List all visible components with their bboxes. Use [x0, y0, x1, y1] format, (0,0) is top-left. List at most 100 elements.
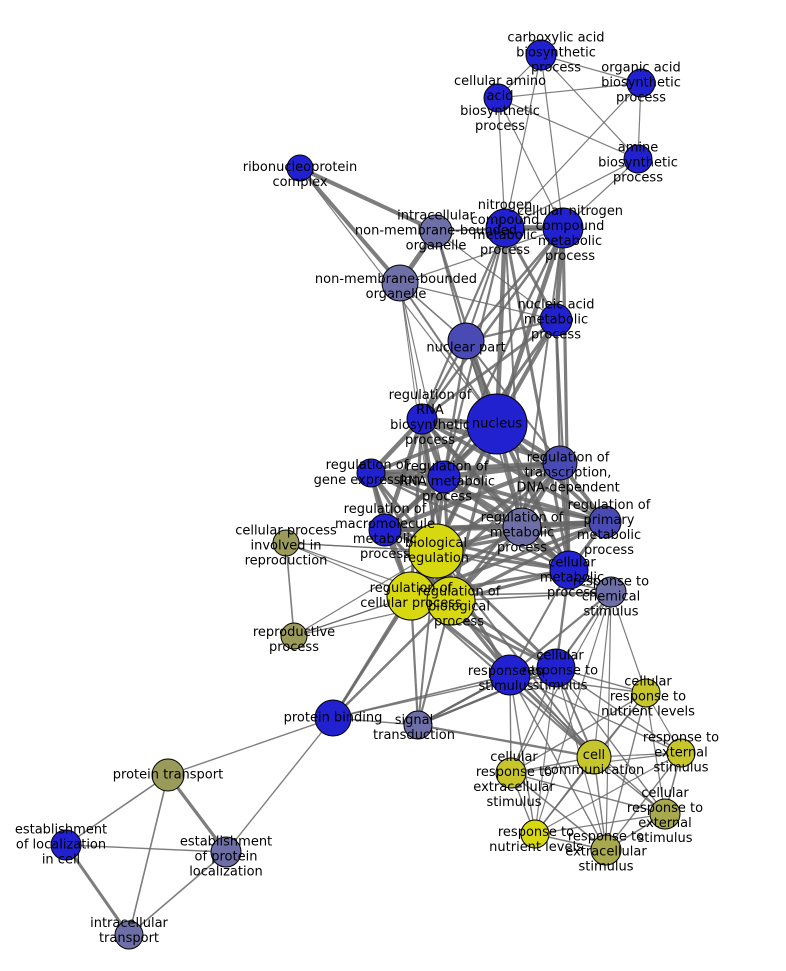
- graph-edge: [443, 475, 606, 524]
- graph-edge: [555, 667, 682, 754]
- graph-node[interactable]: [403, 710, 433, 740]
- graph-edge: [510, 772, 666, 815]
- graph-edge: [399, 282, 557, 321]
- node-layer[interactable]: [50, 39, 696, 950]
- graph-edge: [65, 774, 169, 846]
- graph-edge: [465, 227, 506, 342]
- graph-node[interactable]: [649, 798, 681, 830]
- graph-edge: [442, 340, 468, 478]
- graph-node[interactable]: [210, 836, 242, 868]
- graph-node[interactable]: [595, 576, 627, 608]
- graph-edge: [370, 471, 570, 572]
- graph-edge: [64, 844, 131, 936]
- graph-node[interactable]: [368, 513, 402, 547]
- graph-edge: [434, 549, 558, 670]
- graph-node[interactable]: [542, 445, 578, 481]
- graph-node[interactable]: [525, 39, 557, 71]
- graph-node[interactable]: [280, 622, 308, 650]
- graph-node[interactable]: [536, 648, 576, 688]
- graph-node[interactable]: [542, 207, 584, 249]
- graph-edge: [298, 166, 402, 285]
- graph-node[interactable]: [50, 829, 82, 861]
- graph-edge: [645, 692, 666, 815]
- edge-layer: [64, 54, 682, 936]
- graph-edge: [370, 471, 606, 524]
- graph-node[interactable]: [549, 550, 589, 590]
- graph-node[interactable]: [631, 678, 661, 708]
- graph-node[interactable]: [114, 920, 144, 950]
- graph-edge: [128, 851, 227, 936]
- graph-node[interactable]: [426, 576, 476, 626]
- graph-edge: [555, 667, 666, 815]
- graph-node[interactable]: [576, 739, 612, 775]
- graph-node[interactable]: [495, 757, 527, 789]
- graph-edge: [605, 591, 612, 851]
- graph-edge: [384, 524, 523, 533]
- graph-node[interactable]: [483, 83, 513, 113]
- graph-edge: [417, 666, 557, 727]
- graph-edge: [497, 97, 506, 229]
- graph-node[interactable]: [151, 758, 185, 792]
- graph-node[interactable]: [485, 208, 525, 248]
- graph-edge: [534, 813, 666, 835]
- graph-node[interactable]: [286, 154, 314, 182]
- graph-node[interactable]: [520, 819, 550, 849]
- graph-node[interactable]: [408, 523, 464, 579]
- graph-node[interactable]: [272, 529, 300, 557]
- graph-edge: [509, 674, 536, 835]
- graph-node[interactable]: [447, 322, 485, 360]
- graph-edge: [65, 844, 227, 853]
- graph-edge: [128, 774, 169, 936]
- graph-edge: [534, 591, 612, 835]
- graph-node[interactable]: [588, 505, 622, 539]
- graph-edge: [399, 282, 445, 478]
- graph-edge: [399, 227, 564, 284]
- graph-node[interactable]: [666, 738, 696, 768]
- graph-edge: [510, 692, 647, 774]
- graph-edge: [285, 542, 295, 637]
- graph-edge: [465, 227, 564, 342]
- graph-edge: [605, 692, 647, 851]
- graph-edge: [509, 674, 682, 754]
- graph-edge: [534, 667, 557, 835]
- graph-node[interactable]: [419, 214, 453, 248]
- graph-edge: [540, 54, 642, 84]
- graph-edge: [540, 54, 564, 229]
- graph-edge: [509, 591, 612, 676]
- graph-node[interactable]: [590, 834, 622, 866]
- graph-edge: [504, 54, 542, 229]
- graph-edge: [225, 717, 334, 853]
- graph-node[interactable]: [427, 460, 461, 494]
- graph-edge: [443, 460, 561, 480]
- graph-edge: [299, 166, 437, 233]
- graph-edge: [497, 97, 639, 160]
- graph-edge: [510, 772, 607, 851]
- graph-edge: [504, 158, 639, 229]
- graph-edge: [435, 230, 557, 321]
- graph-edge: [593, 591, 612, 758]
- graph-edge: [420, 227, 565, 420]
- graph-node[interactable]: [314, 699, 352, 737]
- graph-node[interactable]: [539, 303, 573, 337]
- graph-edge: [534, 752, 682, 835]
- graph-edge: [293, 550, 437, 637]
- graph-node[interactable]: [356, 458, 386, 488]
- graph-edge: [509, 674, 607, 851]
- graph-edge: [435, 550, 612, 593]
- graph-node[interactable]: [381, 264, 419, 302]
- graph-edge: [610, 591, 647, 694]
- graph-edge: [497, 97, 564, 229]
- graph-node[interactable]: [623, 144, 653, 174]
- graph-node[interactable]: [466, 393, 528, 455]
- graph-edge: [540, 54, 639, 160]
- graph-node[interactable]: [626, 68, 656, 98]
- graph-node[interactable]: [489, 654, 531, 696]
- graph-edge: [504, 82, 642, 229]
- graph-edge: [494, 227, 508, 425]
- graph-edge: [497, 82, 642, 99]
- graph-edge: [332, 600, 452, 719]
- graph-node[interactable]: [502, 507, 542, 547]
- graph-node[interactable]: [406, 403, 438, 435]
